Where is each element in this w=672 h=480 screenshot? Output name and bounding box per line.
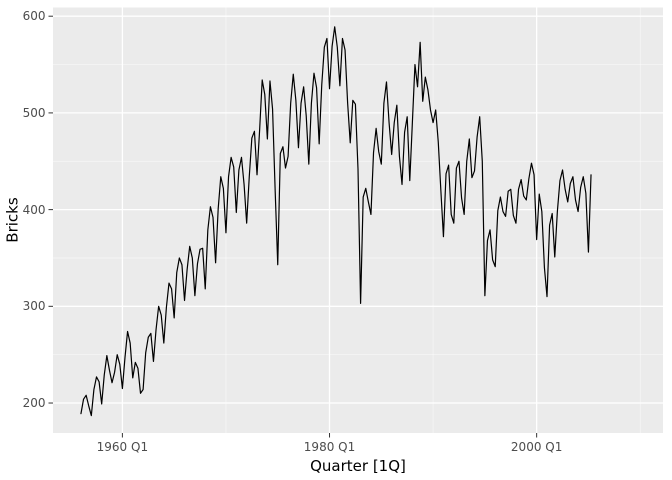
y-tick-label: 400 [22, 202, 46, 217]
x-axis-title: Quarter [1Q] [310, 457, 406, 475]
y-tick-label: 600 [22, 9, 46, 24]
x-tick-label: 2000 Q1 [510, 439, 563, 454]
panel-background [53, 7, 663, 433]
x-tick-label: 1980 Q1 [303, 439, 356, 454]
x-tick-label: 1960 Q1 [96, 439, 149, 454]
y-tick-label: 500 [22, 105, 46, 120]
series-line-bricks [80, 26, 592, 417]
y-tick-label: 300 [22, 299, 46, 314]
y-tick-label: 200 [22, 396, 46, 411]
y-axis-title: Bricks [4, 0, 22, 440]
